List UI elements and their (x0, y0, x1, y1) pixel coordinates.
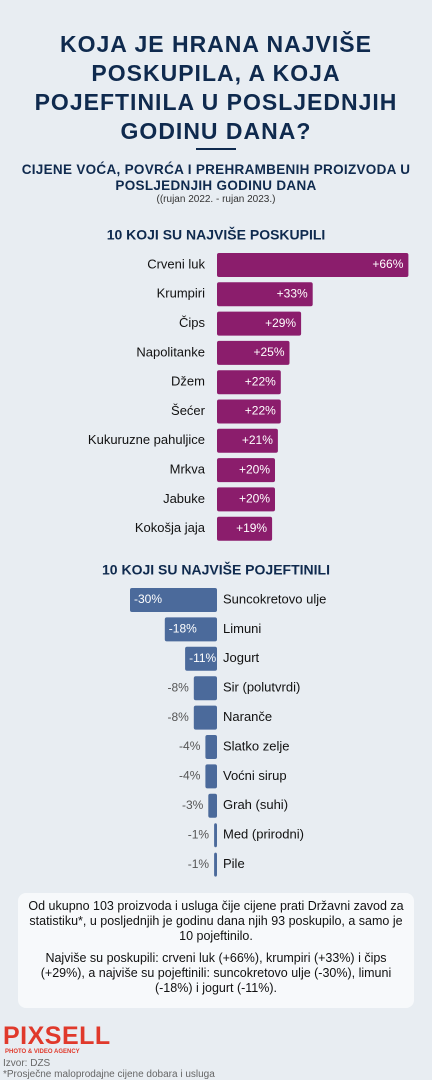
category-label: Šećer (171, 403, 206, 418)
value-label: +22% (245, 404, 276, 418)
value-label: +33% (277, 286, 308, 300)
category-label: Jogurt (223, 650, 260, 665)
value-label: -4% (179, 769, 201, 783)
value-label: -30% (134, 592, 162, 606)
bar (130, 588, 217, 612)
category-label: Limuni (223, 621, 261, 636)
category-label: Pile (223, 856, 245, 871)
category-label: Kokošja jaja (135, 520, 206, 535)
value-label: +19% (236, 521, 267, 535)
value-label: +29% (265, 316, 296, 330)
chart-title: 10 KOJI SU NAJVIŠE POSKUPILI (107, 226, 326, 243)
bar (214, 852, 217, 877)
category-label: Krumpiri (157, 286, 206, 301)
category-label: Grah (suhi) (223, 797, 288, 812)
bar (193, 705, 217, 730)
divider (196, 148, 236, 150)
category-label: Mrkva (170, 462, 206, 477)
bar (217, 399, 281, 424)
category-label: Kukuruzne pahuljice (88, 432, 205, 447)
bar (205, 735, 217, 759)
value-label: -4% (179, 739, 201, 753)
category-label: Suncokretovo ulje (223, 591, 326, 606)
value-label: +21% (242, 433, 273, 447)
period: ((rujan 2022. - rujan 2023.) (156, 194, 276, 205)
bar (217, 516, 273, 541)
source: Izvor: DZS (3, 1058, 51, 1069)
logo-tagline: PHOTO & VIDEO AGENCY (5, 1049, 80, 1055)
category-label: Napolitanke (136, 344, 205, 359)
bar (205, 764, 217, 789)
bar (164, 617, 217, 642)
bar (214, 823, 217, 848)
bar (217, 428, 278, 453)
category-label: Naranče (223, 709, 272, 724)
value-label: -18% (169, 622, 197, 636)
bar (217, 487, 275, 512)
value-label: -8% (167, 680, 189, 694)
chart-title: 10 KOJI SU NAJVIŠE POJEFTINILI (102, 561, 330, 578)
value-label: +20% (239, 492, 270, 506)
bar (193, 676, 217, 701)
category-label: Med (prirodni) (223, 827, 304, 842)
value-label: +20% (239, 462, 270, 476)
bar (217, 282, 313, 307)
subtitle: CIJENE VOĆA, POVRĆA I PREHRAMBENIH PROIZ… (21, 162, 411, 193)
bar (217, 370, 281, 395)
bar (217, 253, 409, 277)
summary-text: Od ukupno 103 proizvoda i usluga čije ci… (28, 899, 404, 943)
bar (208, 793, 217, 818)
summary-box: Od ukupno 103 proizvoda i usluga čije ci… (18, 893, 414, 1008)
footnote: *Prosječne maloprodajne cijene dobara i … (3, 1069, 215, 1080)
value-label: -8% (167, 710, 189, 724)
bar (217, 311, 302, 336)
bar (217, 340, 290, 365)
category-label: Džem (171, 374, 205, 389)
value-label: -3% (182, 798, 204, 812)
value-label: +25% (253, 345, 284, 359)
summary-text: Najviše su poskupili: crveni luk (+66%),… (40, 951, 392, 995)
category-label: Jabuke (163, 491, 205, 506)
category-label: Voćni sirup (223, 768, 287, 783)
value-label: -1% (188, 827, 210, 841)
value-label: +22% (245, 374, 276, 388)
category-label: Slatko zelje (223, 738, 289, 753)
bar (217, 458, 275, 483)
logo: PIXSELL (3, 1022, 111, 1050)
category-label: Sir (polutvrdi) (223, 680, 300, 695)
bar (185, 646, 217, 671)
value-label: -11% (189, 651, 216, 665)
category-label: Čips (179, 315, 206, 330)
value-label: +66% (372, 257, 403, 271)
category-label: Crveni luk (147, 256, 205, 271)
title: KOJA JE HRANA NAJVIŠE POSKUPILA, A KOJA … (34, 31, 398, 144)
value-label: -1% (188, 857, 210, 871)
